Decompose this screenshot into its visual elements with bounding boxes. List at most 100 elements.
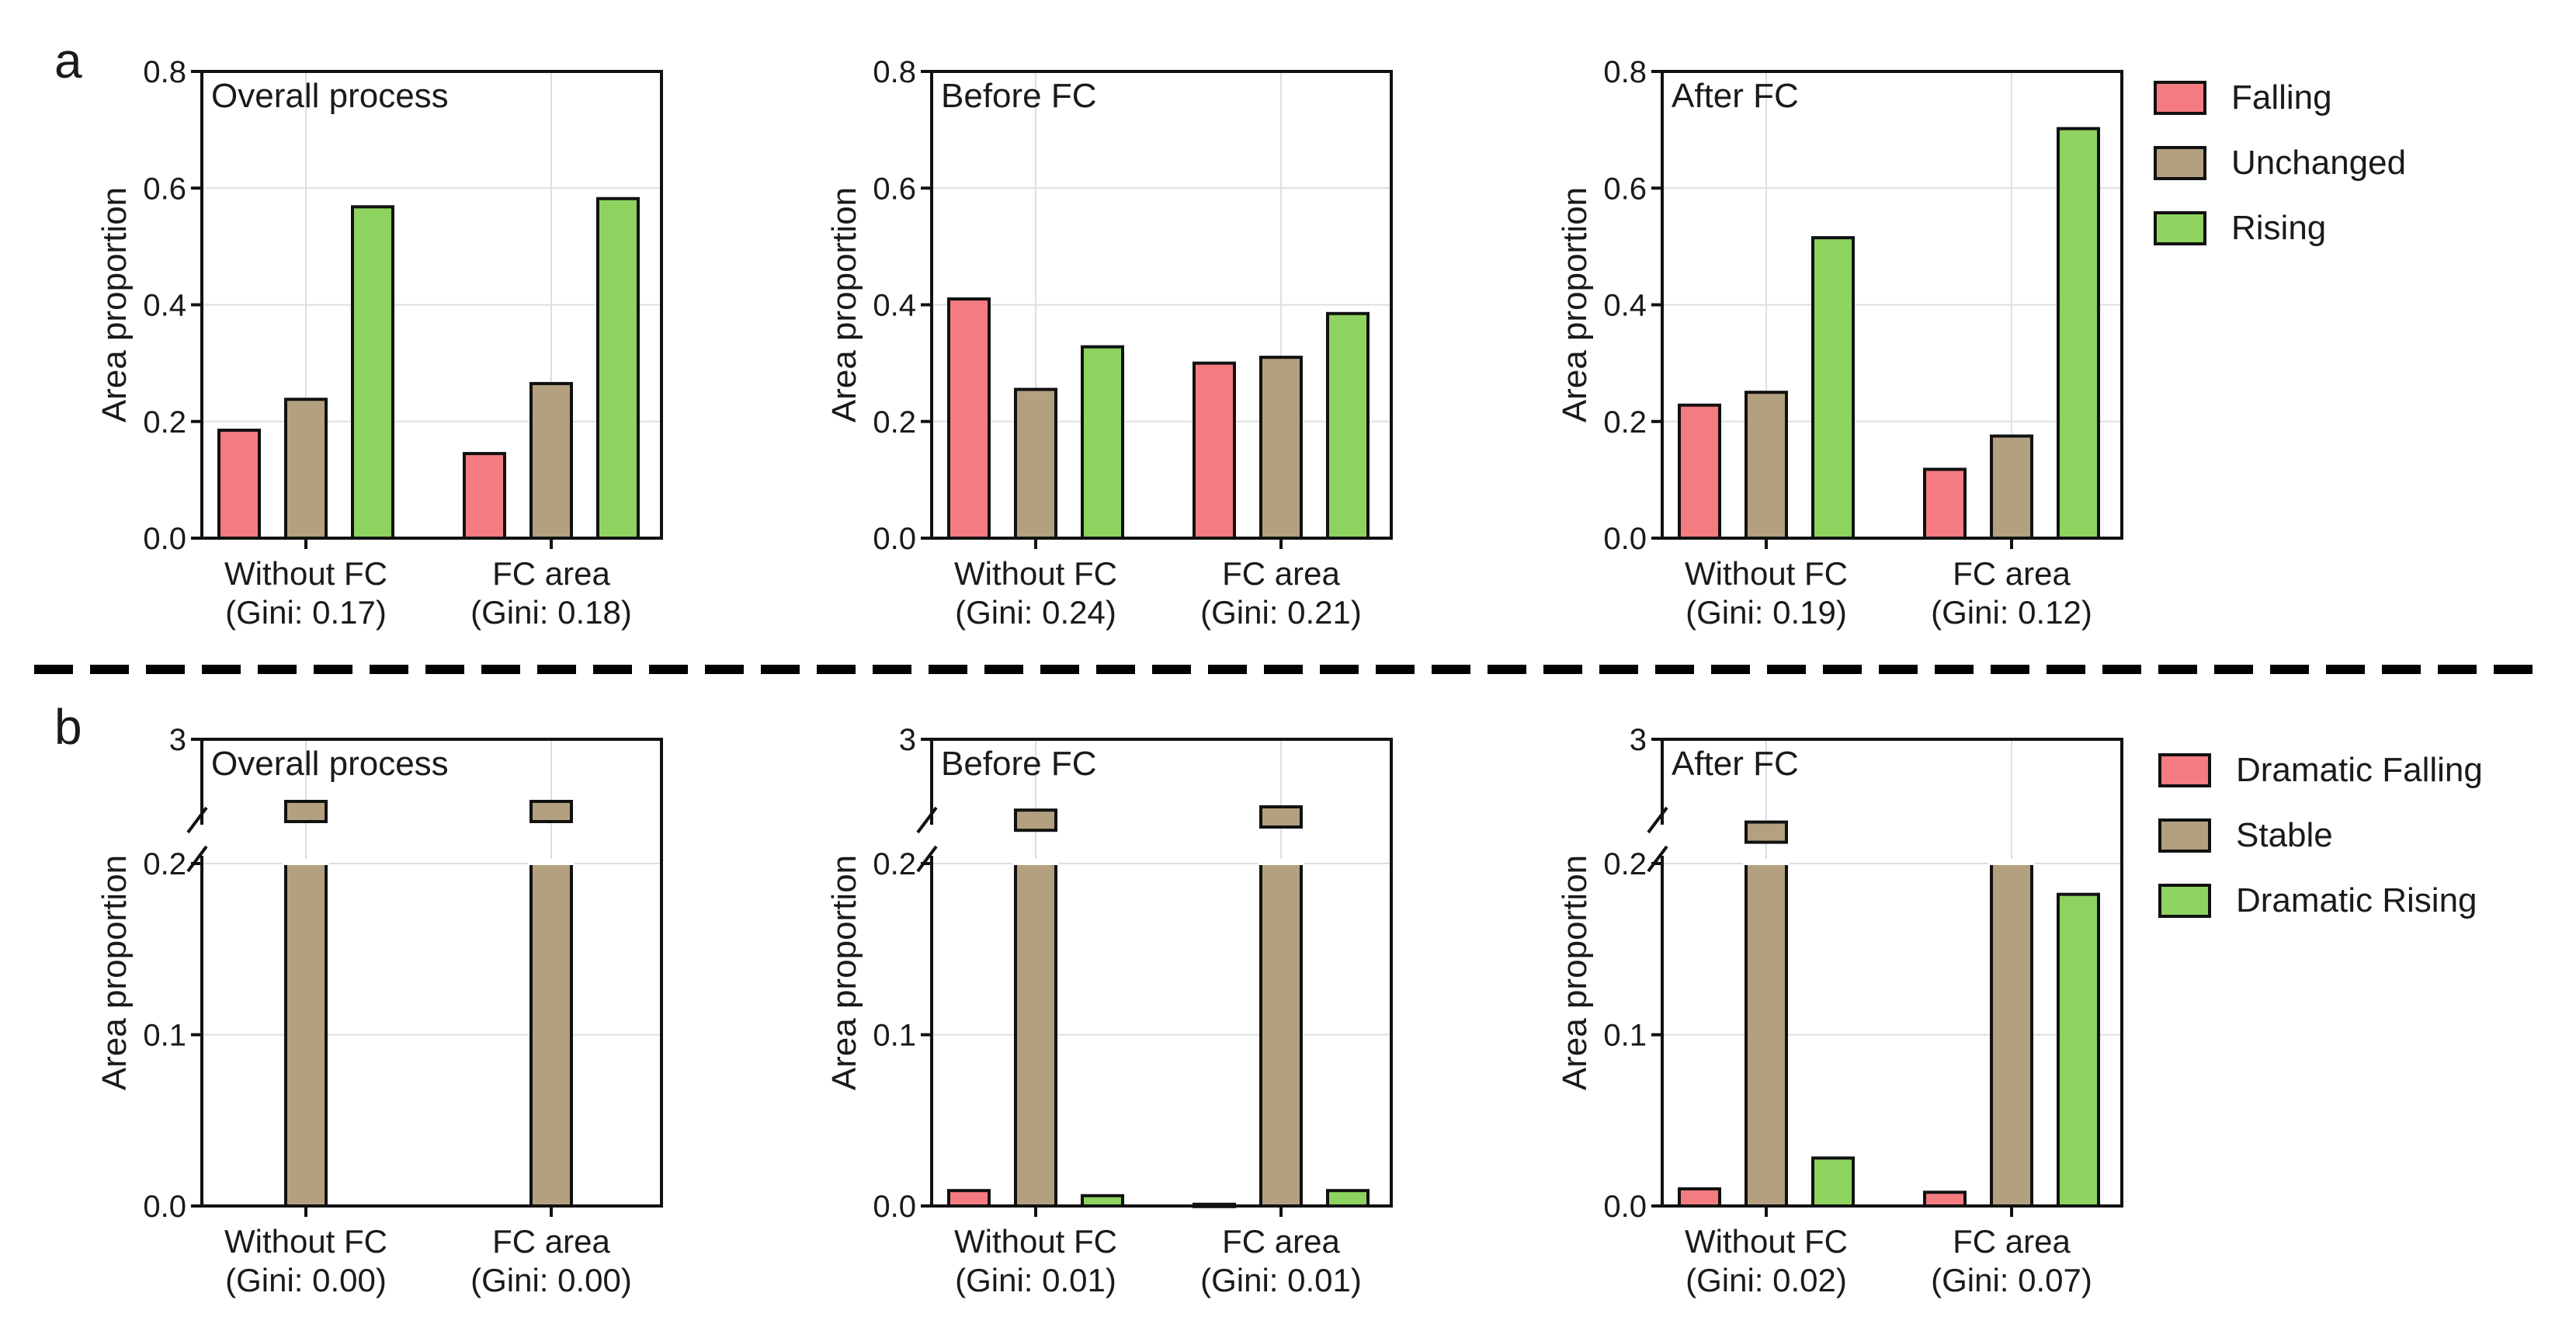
chart-title: After FC: [1672, 77, 1799, 115]
charts: 0.0 0.2 0.4 0.6 0.8 Without FC (Gini: 0.17) FC …: [95, 55, 2123, 1298]
bar: [217, 429, 261, 540]
y-tick-label: 0.4: [1603, 289, 1647, 323]
bar-break-gap: [1988, 859, 2035, 865]
chart-title: Overall process: [211, 745, 449, 783]
bar: [1923, 467, 1967, 540]
y-tick-label: 0.1: [873, 1019, 916, 1053]
x-tick-label-line: Without FC: [224, 1223, 387, 1260]
x-tick-label-line: Without FC: [954, 555, 1117, 592]
legend-swatch: [2154, 146, 2206, 180]
bar: [1811, 1156, 1855, 1208]
y-tick-label: 0.6: [143, 172, 186, 206]
bar: [284, 398, 328, 540]
chart-title: Overall process: [211, 77, 449, 115]
bar: [1014, 859, 1057, 1208]
x-tick-label: Without FC (Gini: 0.17): [224, 555, 387, 631]
y-tick-label: 0.0: [1603, 522, 1647, 556]
y-axis-label: Area proportion: [95, 855, 134, 1090]
legend-label: Unchanged: [2231, 144, 2406, 182]
plot-frame: [200, 738, 663, 1208]
y-tick-label: 0.4: [873, 289, 916, 323]
bar: [1745, 391, 1788, 540]
x-tick-label-line: (Gini: 0.00): [470, 1262, 632, 1298]
bar-break-gap: [528, 859, 575, 865]
legend-swatch: [2158, 884, 2211, 918]
x-tick-label-line: (Gini: 0.00): [225, 1262, 387, 1298]
x-tick-label-line: (Gini: 0.18): [470, 594, 632, 631]
legends: Falling Unchanged Rising Dramatic Falling St…: [2154, 78, 2483, 919]
legend-label: Dramatic Falling: [2236, 751, 2483, 789]
y-tick-label: 0.2: [143, 847, 186, 881]
bar: [1990, 859, 2033, 1208]
x-tick-label-line: FC area: [1953, 1223, 2071, 1260]
x-tick-label-line: FC area: [492, 555, 610, 592]
bar-break-gap: [1012, 859, 1059, 865]
chart-title: Before FC: [941, 745, 1097, 783]
x-tick-label-line: (Gini: 0.12): [1931, 594, 2092, 631]
x-tick-label-line: Without FC: [1685, 1223, 1848, 1260]
x-tick-label-line: FC area: [492, 1223, 610, 1260]
y-tick-label: 0.2: [1603, 405, 1647, 440]
x-tick-label-line: FC area: [1222, 555, 1340, 592]
x-tick-label-line: FC area: [1953, 555, 2071, 592]
legend-label: Falling: [2231, 78, 2332, 116]
y-axis-label: Area proportion: [95, 187, 134, 422]
bar: [1326, 1189, 1370, 1208]
y-tick-label: 0.2: [143, 405, 186, 440]
y-tick-label: 0.4: [143, 289, 186, 323]
bar: [1811, 236, 1855, 540]
y-tick-label: 0.2: [873, 405, 916, 440]
x-tick-label: Without FC (Gini: 0.02): [1685, 1223, 1848, 1298]
bar: [1014, 387, 1057, 540]
x-tick-label: FC area (Gini: 0.07): [1931, 1223, 2092, 1298]
bar: [2057, 892, 2100, 1208]
legend-swatch: [2158, 818, 2211, 853]
bar: [284, 859, 328, 1208]
y-tick-label: 0.0: [143, 1190, 186, 1224]
chart-a-1: 0.0 0.2 0.4 0.6 0.8 Without FC (Gini: 0.17) FC …: [95, 55, 663, 631]
x-tick-label: FC area (Gini: 0.00): [470, 1223, 632, 1298]
x-tick-label: FC area (Gini: 0.21): [1200, 555, 1362, 631]
x-tick-label-line: (Gini: 0.01): [1200, 1262, 1362, 1298]
x-tick-label: Without FC (Gini: 0.24): [954, 555, 1117, 631]
y-axis-label: Area proportion: [825, 187, 863, 422]
bar: [1678, 1187, 1721, 1208]
y-tick-label: 0.8: [873, 55, 916, 89]
y-tick-label: 0.8: [143, 55, 186, 89]
y-tick-label: 0.2: [873, 847, 916, 881]
bar: [1259, 356, 1303, 540]
legend-a: Falling Unchanged Rising: [2154, 78, 2406, 247]
panel-label-a: a: [54, 33, 82, 89]
x-tick-label-line: Without FC: [1685, 555, 1848, 592]
x-tick-label-line: (Gini: 0.24): [955, 594, 1116, 631]
bar: [1923, 1190, 1967, 1208]
axis-break-mark: [1647, 806, 1668, 834]
bar: [1990, 434, 2033, 540]
bar-break-gap: [283, 859, 329, 865]
bar-break-gap: [1258, 859, 1304, 865]
bar: [463, 452, 506, 540]
y-tick-label: 0.1: [1603, 1019, 1647, 1053]
panel-label-b: b: [54, 699, 82, 755]
y-tick-label: 3: [1630, 723, 1647, 757]
bar: [529, 381, 573, 540]
bar: [1259, 805, 1303, 829]
legend-label: Rising: [2231, 209, 2326, 247]
legend-swatch: [2154, 81, 2206, 115]
y-tick-label: 0.6: [873, 172, 916, 206]
chart-a-2: 0.0 0.2 0.4 0.6 0.8 Without FC (Gini: 0.24) FC …: [825, 55, 1393, 631]
x-tick-label: FC area (Gini: 0.01): [1200, 1223, 1362, 1298]
legend-swatch: [2158, 753, 2211, 787]
legend-swatch: [2154, 211, 2206, 245]
y-axis-label: Area proportion: [1556, 855, 1594, 1090]
bar: [529, 800, 573, 823]
y-axis-label: Area proportion: [1556, 187, 1594, 422]
x-tick-label-line: (Gini: 0.02): [1686, 1262, 1847, 1298]
legend-label: Stable: [2236, 816, 2333, 854]
axis-break-mark: [1647, 845, 1668, 873]
bar: [284, 800, 328, 823]
bar: [1014, 808, 1057, 832]
y-tick-label: 0.0: [873, 522, 916, 556]
